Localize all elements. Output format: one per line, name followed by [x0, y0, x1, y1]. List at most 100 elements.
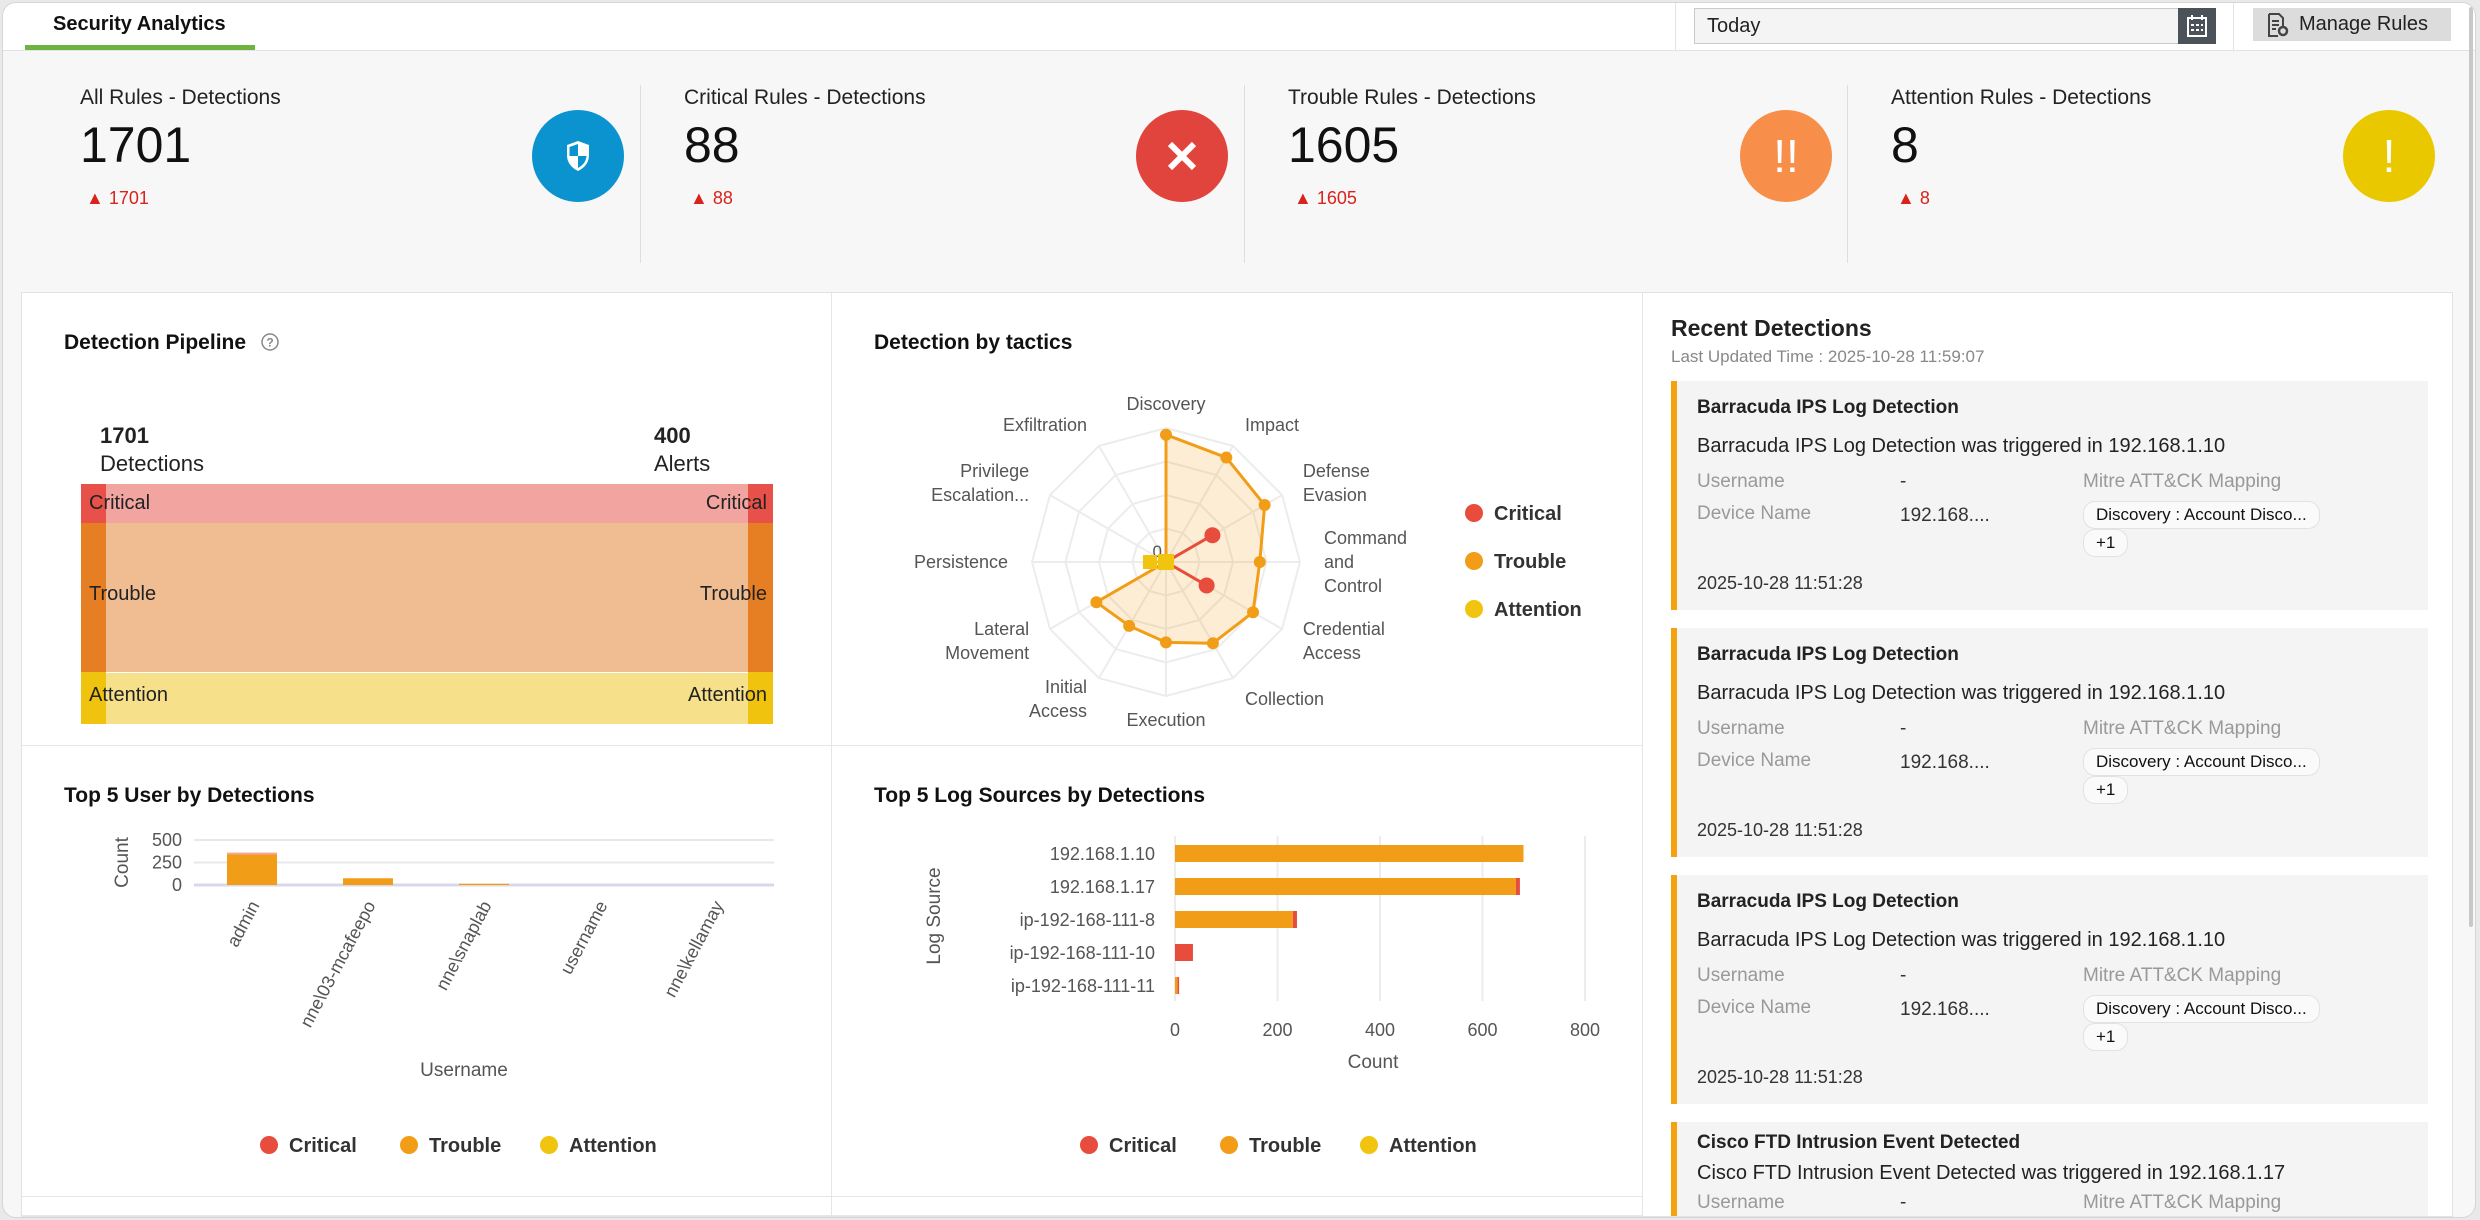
divider: [2233, 3, 2234, 51]
legend-item-critical[interactable]: Critical: [1109, 1135, 1177, 1157]
divider: [640, 85, 641, 263]
username-value: -: [1900, 965, 1907, 986]
mitre-tag[interactable]: Discovery : Account Disco...: [2083, 501, 2320, 529]
recent-detections-panel: Recent Detections Last Updated Time : 20…: [1643, 293, 2453, 1216]
y-axis-label: Log Source: [924, 867, 945, 964]
detection-title: Barracuda IPS Log Detection: [1697, 397, 1959, 418]
pipeline-band-attention[interactable]: [81, 672, 773, 724]
more-tags-badge[interactable]: +1: [2083, 776, 2129, 804]
label-line: Lateral: [974, 619, 1029, 639]
legend-item-attention[interactable]: Attention: [1389, 1135, 1477, 1157]
label-line: Evasion: [1303, 485, 1367, 505]
detection-card[interactable]: Cisco FTD Intrusion Event Detected Cisco…: [1671, 1122, 2428, 1216]
label-line: Escalation...: [931, 485, 1029, 505]
legend-item-attention[interactable]: Attention: [1494, 599, 1582, 621]
kpi-value: 8: [1891, 117, 1919, 173]
label-line: Impact: [1245, 415, 1299, 435]
bar-critical: [227, 852, 277, 855]
username-value: -: [1900, 718, 1907, 739]
date-range-input[interactable]: Today: [1694, 8, 2180, 44]
kpi-delta: ▲ 1701: [86, 188, 149, 208]
log-sources-bar-chart: 0 200 400 600 800 192.168.1.10 192.168.1.17 ip-…: [924, 836, 1600, 1157]
kpi-critical-rules[interactable]: Critical Rules - Detections 88 ▲ 88: [684, 52, 1244, 272]
legend-item-critical[interactable]: Critical: [1494, 503, 1562, 525]
detection-card[interactable]: Barracuda IPS Log Detection Barracuda IP…: [1671, 628, 2428, 857]
bar-critical: [1175, 944, 1193, 961]
band-label: Attention: [688, 684, 767, 706]
radar-point: [1160, 428, 1172, 441]
label-line: Collection: [1245, 689, 1324, 709]
legend-marker: [260, 1136, 278, 1154]
widget-placeholder: [832, 1197, 1643, 1216]
kpi-all-rules[interactable]: All Rules - Detections 1701 ▲ 1701: [80, 52, 640, 272]
radar-point: [1142, 555, 1157, 569]
detection-time: 2025-10-28 11:51:28: [1697, 573, 1863, 593]
radar-axis-label: Impact: [1245, 415, 1299, 435]
x-tick-label: nne\03-mcafeepo: [296, 897, 379, 1030]
radar-axis: [1165, 445, 1234, 563]
pipeline-flow: Critical Trouble Attention Critical Trou…: [81, 484, 773, 724]
detection-card[interactable]: Barracuda IPS Log Detection Barracuda IP…: [1671, 875, 2428, 1104]
y-tick-label: ip-192-168-111-10: [1010, 943, 1155, 963]
band-label: Attention: [89, 684, 168, 706]
more-tags-badge[interactable]: +1: [2083, 529, 2129, 557]
radar-point: [1258, 499, 1271, 512]
radar-point: [1123, 619, 1136, 632]
label-line: Command: [1324, 528, 1407, 548]
mitre-tag[interactable]: Discovery : Account Disco...: [2083, 995, 2320, 1023]
pipeline-node: [81, 523, 106, 672]
kpi-icon-circle: [532, 110, 624, 202]
legend-marker: [1360, 1136, 1378, 1154]
kpi-title: Trouble Rules - Detections: [1288, 86, 1536, 109]
radar-axis: [1049, 494, 1167, 563]
detection-card[interactable]: Barracuda IPS Log Detection Barracuda IP…: [1671, 381, 2428, 610]
kpi-trouble-rules[interactable]: Trouble Rules - Detections 1605 ▲ 1605 !…: [1288, 52, 1848, 272]
username-label: Username: [1697, 718, 1785, 739]
tab-security-analytics[interactable]: Security Analytics: [53, 13, 226, 35]
device-value: 192.168....: [1900, 999, 1990, 1020]
pipeline-band-critical[interactable]: [81, 484, 773, 523]
close-icon: [1167, 141, 1197, 171]
kpi-attention-rules[interactable]: Attention Rules - Detections 8 ▲ 8 !: [1891, 52, 2451, 272]
radar-axis: [1098, 561, 1167, 679]
detection-title: Cisco FTD Intrusion Event Detected: [1697, 1132, 2021, 1153]
bar-trouble: [459, 883, 509, 885]
help-icon[interactable]: ?: [260, 332, 280, 352]
pipeline-node: [748, 484, 773, 523]
divider: [1847, 85, 1848, 263]
device-label: Device Name: [1697, 750, 1812, 771]
pipeline-band-trouble[interactable]: [81, 523, 773, 672]
radar-point: [1220, 451, 1233, 464]
x-tick-label: 400: [1365, 1020, 1395, 1040]
radar-point: [1090, 596, 1103, 609]
double-exclamation-icon: !!: [1740, 110, 1832, 202]
label-line: Movement: [945, 643, 1029, 663]
detection-title: Barracuda IPS Log Detection: [1697, 891, 1959, 912]
manage-rules-button[interactable]: Manage Rules: [2253, 8, 2451, 41]
y-tick-label: 0: [172, 875, 182, 895]
legend-marker: [1080, 1136, 1098, 1154]
divider: [1244, 85, 1245, 263]
mitre-tag[interactable]: Discovery : Account Disco...: [2083, 748, 2320, 776]
legend-item-attention[interactable]: Attention: [569, 1135, 657, 1157]
radar-axis-label: Privilege Escalation...: [931, 461, 1029, 505]
pipeline-alerts-count: 400: [654, 423, 691, 448]
radar-axis-label: Lateral Movement: [945, 619, 1029, 663]
radar-axis-label: Command and Control: [1324, 528, 1407, 596]
radar-axis-label: Persistence: [914, 552, 1008, 572]
legend-item-trouble[interactable]: Trouble: [429, 1135, 501, 1157]
y-tick-label: 250: [152, 853, 182, 873]
bar-trouble: [1175, 911, 1293, 928]
more-tags-badge[interactable]: +1: [2083, 1023, 2129, 1051]
calendar-button[interactable]: [2178, 8, 2216, 44]
radar-point: [1198, 577, 1215, 594]
radar-axis-label: Exfiltration: [1003, 415, 1087, 435]
legend-item-trouble[interactable]: Trouble: [1249, 1135, 1321, 1157]
legend-item-critical[interactable]: Critical: [289, 1135, 357, 1157]
detection-description: Cisco FTD Intrusion Event Detected was t…: [1697, 1162, 2286, 1184]
label-line: Access: [1303, 643, 1361, 663]
bar-trouble: [1175, 845, 1524, 862]
legend-item-trouble[interactable]: Trouble: [1494, 551, 1566, 573]
scrollbar[interactable]: [2469, 7, 2473, 927]
